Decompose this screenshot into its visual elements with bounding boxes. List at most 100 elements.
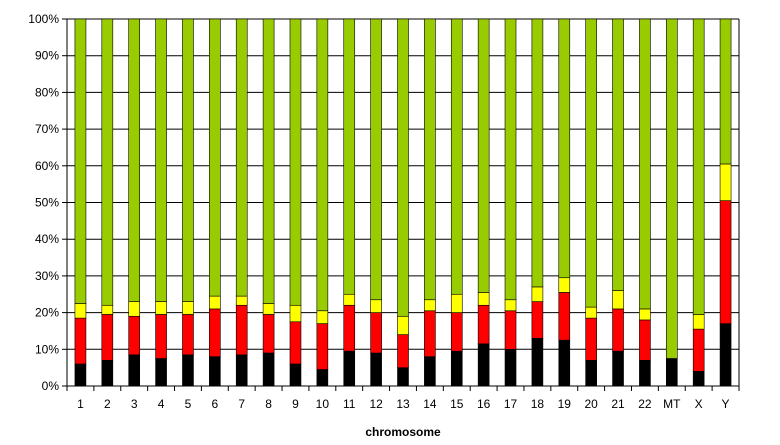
bar-segment-19-s2: [558, 277, 571, 293]
bar-segment-11-s3: [343, 18, 356, 295]
bar-segment-21-s1: [612, 308, 624, 352]
bar-segment-17-s0: [504, 348, 517, 387]
bar-segment-18-s0: [531, 337, 544, 387]
bar-segment-5-s1: [182, 314, 194, 356]
y-tick-label: 50%: [35, 196, 59, 210]
x-tick-label: 6: [211, 397, 218, 411]
bar-segment-4-s0: [155, 358, 167, 387]
bar-segment-7-s2: [235, 295, 248, 306]
x-tick-label: 5: [185, 397, 192, 411]
y-tick-label: 60%: [35, 159, 59, 173]
x-tick-label: 10: [316, 397, 330, 411]
bar-segment-11-s1: [343, 304, 356, 352]
bar-segment-2-s3: [101, 18, 114, 306]
bar-segment-20-s0: [585, 360, 597, 387]
x-tick-label: 13: [396, 397, 410, 411]
bar-segment-20-s3: [585, 18, 597, 308]
bar-segment-13-s0: [397, 367, 409, 387]
x-axis-title: chromosome: [365, 425, 441, 439]
bar-segment-1-s3: [74, 18, 87, 304]
bar-segment-12-s0: [370, 352, 382, 387]
bar-segment-Y-s0: [719, 323, 732, 387]
bar-segment-4-s1: [155, 314, 167, 359]
bar-segment-15-s2: [450, 293, 463, 313]
x-tick-label: 20: [584, 397, 598, 411]
x-tick-label: MT: [663, 397, 681, 411]
bar-segment-3-s1: [128, 315, 140, 356]
bar-segment-9-s1: [289, 321, 302, 365]
bar-segment-16-s3: [477, 18, 490, 293]
bar-segment-15-s3: [450, 18, 463, 295]
bar-segment-15-s1: [450, 312, 463, 352]
bar-segment-18-s3: [531, 18, 544, 288]
x-tick-label: 4: [158, 397, 165, 411]
bar-segment-19-s3: [558, 18, 571, 279]
x-tick-label: 14: [423, 397, 437, 411]
bar-segment-17-s3: [504, 18, 517, 301]
bar-segment-4-s3: [155, 18, 167, 302]
bar-segment-11-s0: [343, 350, 356, 387]
y-tick-label: 100%: [28, 12, 59, 26]
bar-segment-18-s1: [531, 301, 544, 339]
bar-segment-6-s0: [209, 356, 221, 387]
bar-segment-22-s3: [639, 18, 651, 310]
bar-segment-2-s2: [101, 304, 114, 315]
bar-segment-19-s1: [558, 292, 571, 341]
x-tick-label: 8: [265, 397, 272, 411]
bar-segment-Y-s2: [719, 163, 732, 201]
x-tick-label: 12: [369, 397, 383, 411]
bar-segment-1-s2: [74, 303, 87, 319]
bar-segment-X-s0: [692, 371, 705, 387]
x-tick-label: 1: [77, 397, 84, 411]
x-tick-label: 2: [104, 397, 111, 411]
bar-segment-8-s2: [262, 303, 275, 315]
bar-segment-18-s2: [531, 286, 544, 302]
bar-segment-19-s0: [558, 339, 571, 387]
bar-segment-9-s3: [289, 18, 302, 306]
bars: [74, 18, 732, 387]
y-tick-label: 0%: [42, 379, 60, 393]
x-tick-label: 15: [450, 397, 464, 411]
bar-segment-3-s0: [128, 354, 140, 387]
x-tick-label: 21: [611, 397, 625, 411]
bar-segment-10-s2: [316, 310, 329, 324]
y-tick-label: 90%: [35, 49, 59, 63]
bar-segment-4-s2: [155, 301, 167, 315]
bar-segment-21-s0: [612, 350, 624, 387]
x-tick-label: 9: [292, 397, 299, 411]
bar-segment-12-s1: [370, 312, 382, 354]
bar-segment-2-s1: [101, 314, 114, 361]
y-tick-label: 70%: [35, 122, 59, 136]
bar-segment-3-s3: [128, 18, 140, 302]
bar-segment-16-s1: [477, 304, 490, 345]
bar-segment-2-s0: [101, 360, 114, 387]
x-tick-label: 16: [477, 397, 491, 411]
x-tick-label: X: [695, 397, 703, 411]
bar-segment-10-s3: [316, 18, 329, 312]
bar-segment-14-s3: [424, 18, 436, 301]
bar-segment-5-s0: [182, 354, 194, 387]
y-tick-label: 40%: [35, 232, 59, 246]
bar-segment-7-s0: [235, 354, 248, 387]
bar-segment-8-s0: [262, 352, 275, 387]
bar-segment-16-s0: [477, 343, 490, 387]
bar-segment-7-s1: [235, 304, 248, 356]
bar-segment-20-s2: [585, 306, 597, 319]
y-tick-label: 20%: [35, 306, 59, 320]
x-tick-label: 7: [238, 397, 245, 411]
bar-segment-6-s3: [209, 18, 221, 297]
bar-segment-12-s2: [370, 299, 382, 313]
y-tick-label: 30%: [35, 269, 59, 283]
bar-segment-6-s1: [209, 308, 221, 357]
y-tick-label: 80%: [35, 85, 59, 99]
bar-segment-22-s1: [639, 319, 651, 361]
bar-segment-17-s2: [504, 299, 517, 312]
bar-segment-20-s1: [585, 317, 597, 361]
bar-segment-6-s2: [209, 295, 221, 310]
bar-segment-X-s3: [692, 18, 705, 315]
bar-segment-13-s2: [397, 315, 409, 335]
y-tick-labels: 0% 10% 20% 30% 40% 50% 60% 70% 80% 90% 100%: [28, 12, 59, 393]
x-tick-label: 19: [558, 397, 572, 411]
bar-segment-10-s1: [316, 323, 329, 370]
